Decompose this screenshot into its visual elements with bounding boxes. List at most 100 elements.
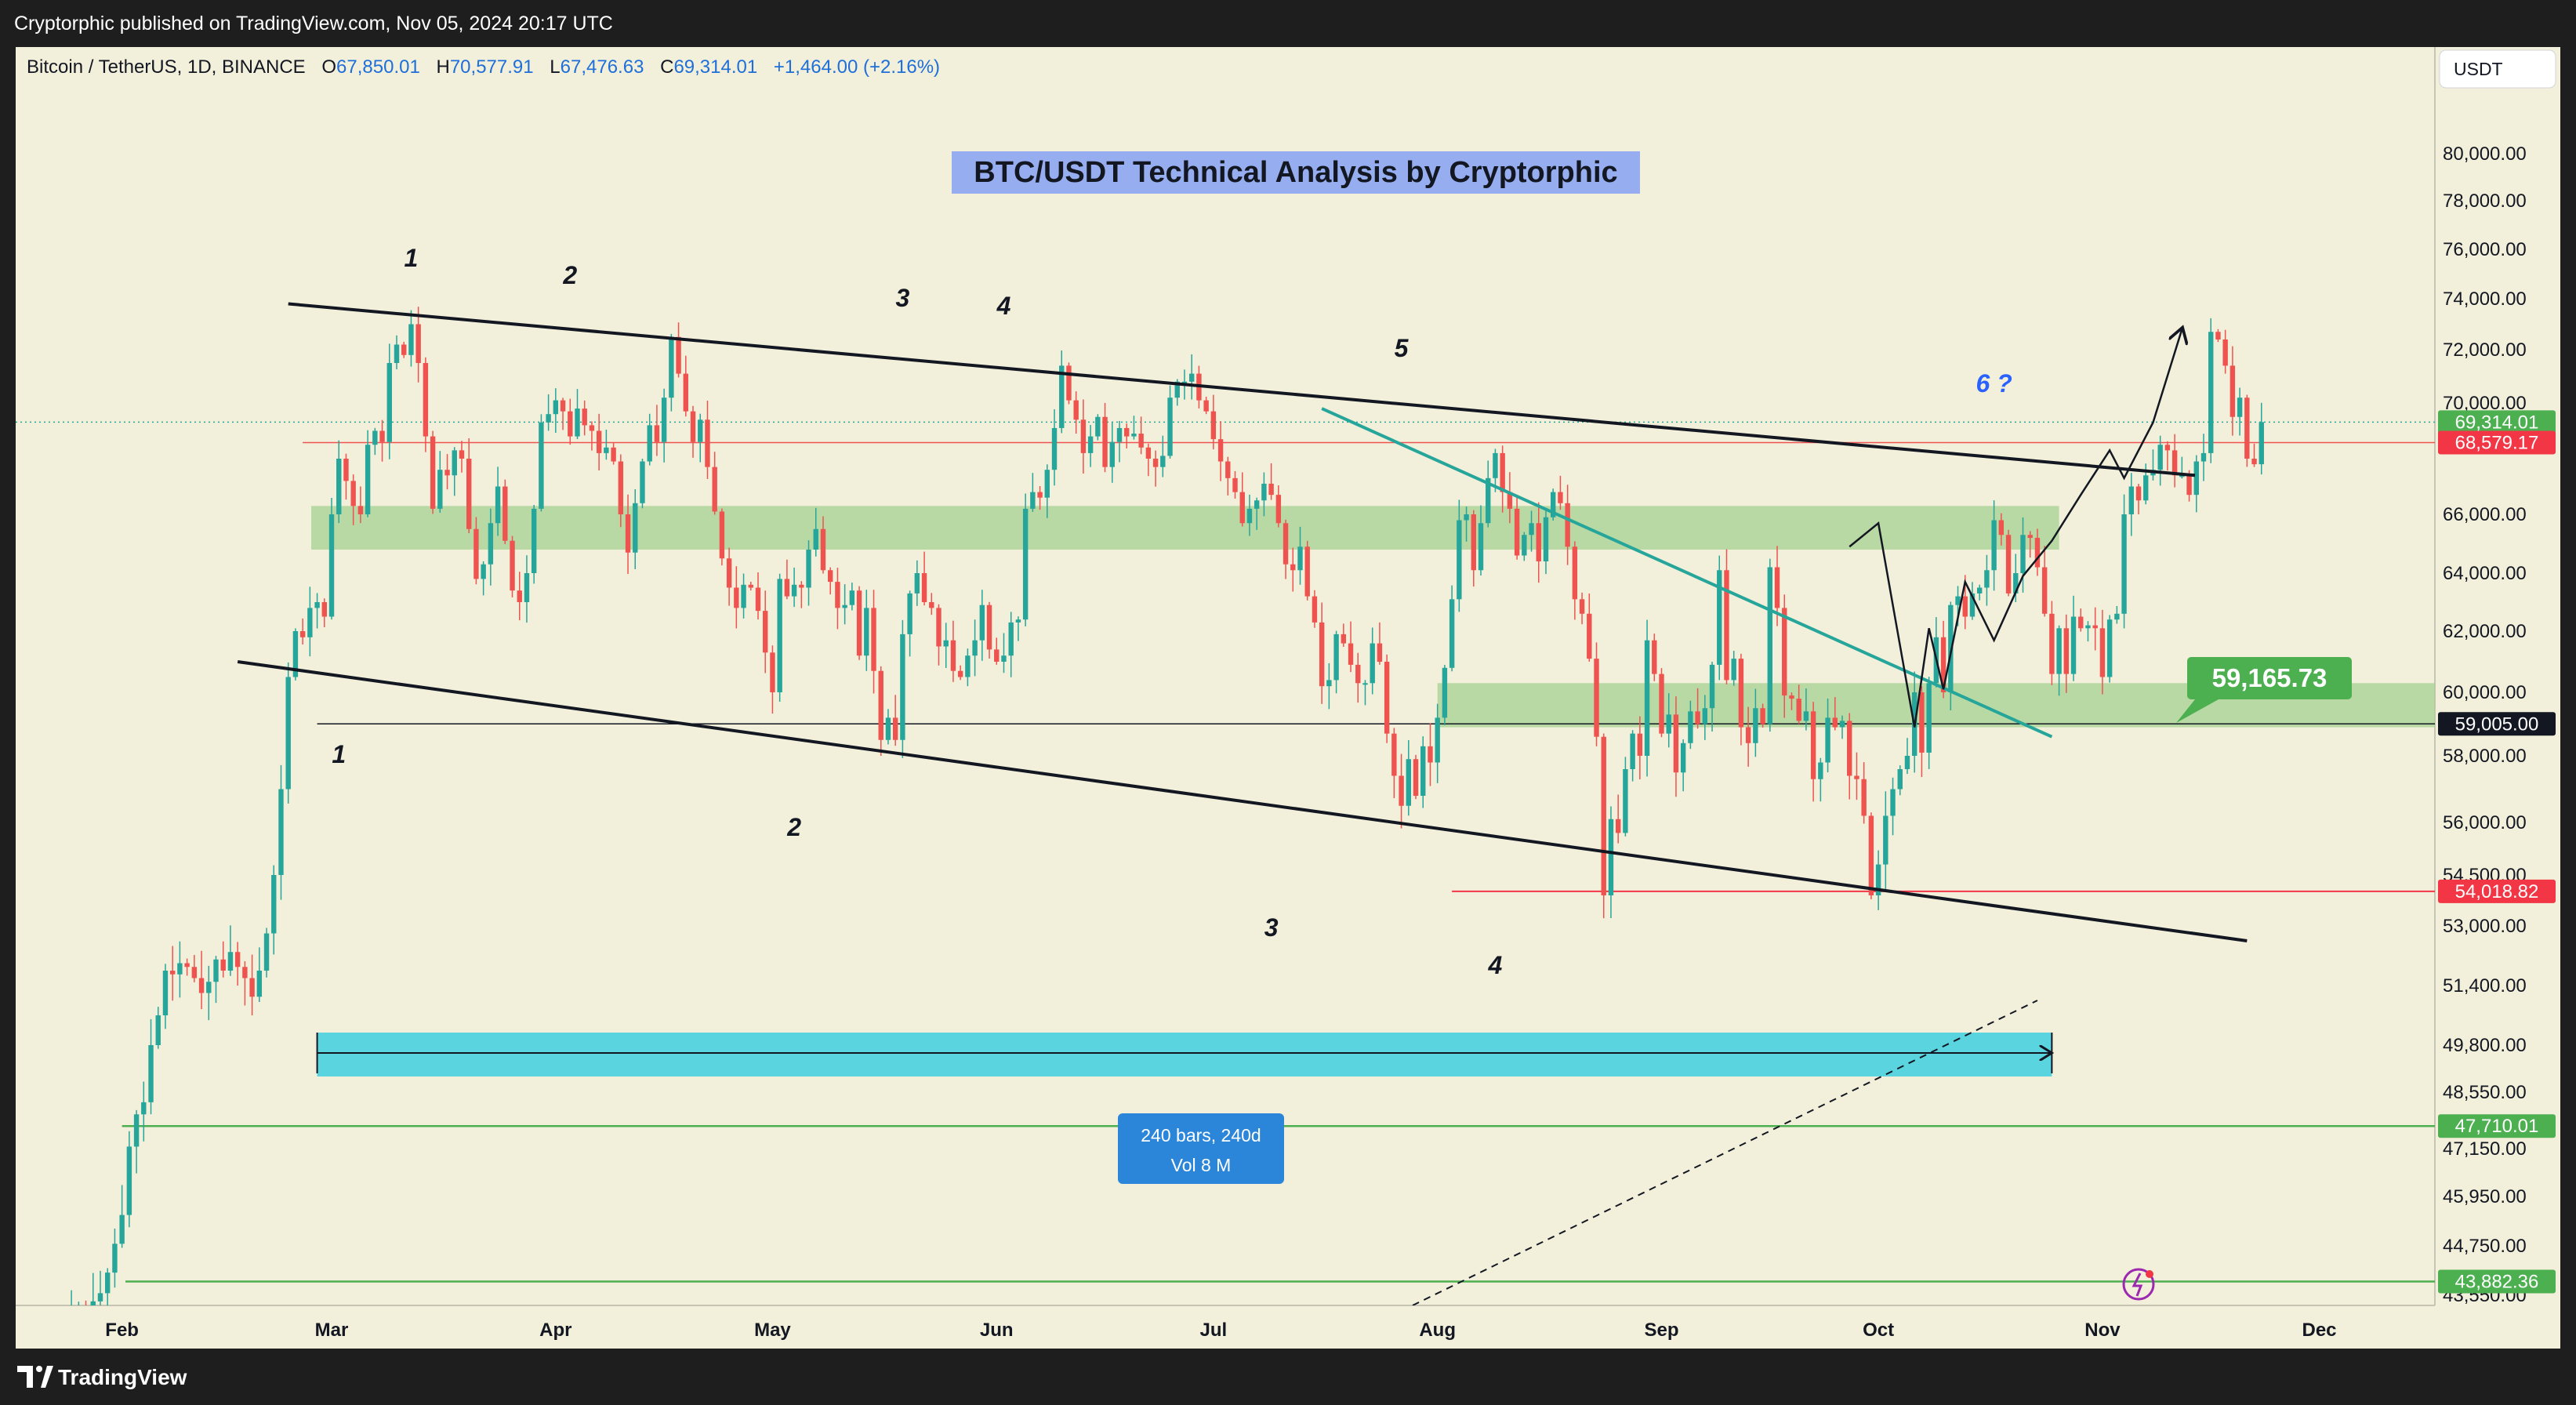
candle-body: [640, 461, 645, 503]
price-tick-label: 45,950.00: [2443, 1186, 2527, 1207]
measure-volume: Vol 8 M: [1171, 1155, 1232, 1175]
candle-body: [560, 400, 566, 412]
candle-body: [2164, 445, 2171, 451]
candle-body: [2157, 445, 2163, 470]
candle-body: [415, 324, 421, 363]
tv-event-icon[interactable]: [2122, 1268, 2155, 1301]
high-label: H: [436, 56, 449, 78]
price-badge: 54,018.82: [2438, 879, 2556, 903]
candle-body: [1210, 411, 1217, 440]
candle-body: [1500, 452, 1505, 492]
candle-body: [292, 631, 299, 677]
price-tick-label: 78,000.00: [2443, 191, 2527, 212]
candle-body: [842, 604, 847, 608]
candle-body: [1312, 596, 1318, 623]
candle-body: [531, 508, 537, 573]
candle-body: [1630, 733, 1635, 769]
candle-body: [1073, 400, 1079, 420]
candle-body: [1348, 643, 1354, 665]
candle-body: [553, 400, 559, 415]
candle-body: [1608, 819, 1614, 895]
candle-body: [647, 425, 652, 462]
candle-body: [1861, 779, 1867, 816]
candle-body: [1478, 523, 1484, 571]
candle-body: [452, 450, 457, 476]
candle-body: [2121, 514, 2127, 614]
candle-body: [1362, 683, 1368, 685]
candle-body: [1551, 492, 1556, 517]
candle-body: [979, 604, 985, 641]
candle-body: [1529, 523, 1534, 535]
candle-body: [1326, 680, 1332, 687]
candle-body: [1319, 622, 1325, 687]
descending-trendline: [1321, 407, 2053, 739]
candle-body: [921, 573, 927, 602]
candle-body: [820, 528, 826, 571]
candle-body: [1579, 599, 1585, 614]
price-badge: 68,579.17: [2438, 430, 2556, 455]
time-tick-label: Dec: [2302, 1320, 2337, 1341]
price-badge-bg: [2438, 1114, 2556, 1138]
candle-body: [386, 363, 392, 442]
candle-body: [712, 467, 717, 512]
candle-body: [372, 430, 378, 445]
candle-body: [2013, 573, 2019, 594]
currency-selector[interactable]: [2439, 49, 2556, 89]
candle-body: [1174, 381, 1180, 398]
wave-label-top: 5: [1395, 334, 1410, 362]
candle-body: [510, 540, 515, 591]
candle-body: [2056, 628, 2062, 674]
candle-body: [1217, 439, 1224, 462]
price-scale-panel: [2435, 47, 2560, 1305]
channel-resistance-line: [288, 302, 2196, 477]
candle-body: [1810, 711, 1816, 779]
candle-body: [1246, 508, 1253, 524]
candle-body: [1962, 596, 1968, 617]
candle-body: [1760, 708, 1765, 724]
date-range-box: [317, 1033, 2052, 1076]
low-label: L: [550, 56, 560, 78]
price-badge-label: 54,018.82: [2455, 881, 2539, 902]
candle-body: [871, 608, 876, 671]
candle-body: [690, 411, 696, 442]
candle-body: [784, 579, 790, 597]
time-tick-label: Jun: [980, 1320, 1014, 1341]
candle-body: [365, 445, 371, 514]
candle-body: [734, 587, 739, 608]
wave-label-top: 4: [996, 292, 1011, 320]
symbol-info-bar: Bitcoin / TetherUS, 1D, BINANCE O67,850.…: [27, 56, 940, 78]
candle-body: [698, 419, 703, 442]
candle-body: [806, 550, 811, 588]
candle-body: [546, 414, 551, 423]
candle-body: [169, 971, 176, 975]
candle-body: [2128, 486, 2134, 514]
candle-body: [234, 952, 241, 968]
low-value: 67,476.63: [561, 56, 644, 78]
candle-body: [611, 447, 616, 462]
candle-body: [1702, 708, 1708, 724]
candle-body: [1868, 815, 1874, 895]
dashed-support-trendline: [1410, 1000, 2038, 1305]
candle-body: [105, 1272, 111, 1294]
time-tick-label: Oct: [1863, 1320, 1894, 1341]
candle-body: [481, 564, 486, 579]
candle-body: [943, 640, 949, 647]
candle-body: [1680, 742, 1686, 773]
price-badge: 59,005.00: [2438, 712, 2556, 736]
candle-body: [1803, 711, 1809, 721]
candle-body: [1095, 416, 1101, 437]
candle-body: [1782, 608, 1787, 696]
candle-body: [1883, 815, 1888, 865]
candle-body: [133, 1114, 140, 1147]
candle-body: [1283, 523, 1289, 565]
candle-body: [892, 717, 898, 740]
candle-body: [705, 419, 710, 467]
supply-zone: [311, 506, 2059, 550]
candle-body: [2114, 613, 2120, 620]
candle-body: [1825, 717, 1830, 763]
candle-body: [350, 481, 356, 506]
candle-body: [1428, 746, 1433, 763]
measure-bars: 240 bars, 240d: [1141, 1125, 1261, 1145]
wave-label-top: 3: [896, 284, 910, 312]
candle-body: [2143, 475, 2149, 501]
